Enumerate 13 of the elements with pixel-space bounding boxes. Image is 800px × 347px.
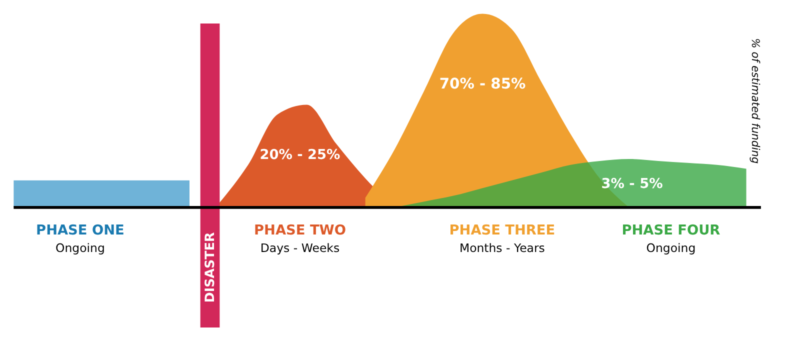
annotation: 3% - 5% <box>601 176 664 192</box>
text: Days - Weeks <box>260 241 340 255</box>
text: Ongoing <box>646 241 696 255</box>
y-axis-title: % of estimated funding <box>749 38 762 164</box>
series-label: PHASE THREE <box>449 222 556 239</box>
text: DISASTER <box>202 232 217 303</box>
annotation: 20% - 25% <box>260 147 341 164</box>
text: Ongoing <box>56 241 105 255</box>
series-label: PHASE ONE <box>36 222 124 239</box>
annotation: 70% - 85% <box>439 75 526 92</box>
text: Months - Years <box>459 241 545 255</box>
series-label: PHASE FOUR <box>622 222 721 239</box>
series-label: PHASE TWO <box>254 222 346 239</box>
